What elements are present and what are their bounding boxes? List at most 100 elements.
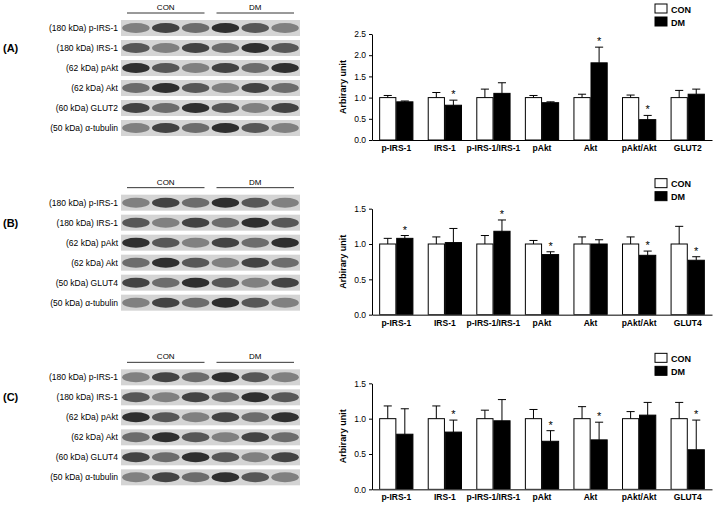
error-bar-part xyxy=(498,82,506,83)
legend-label: DM xyxy=(671,18,685,28)
legend: CONDM xyxy=(655,4,691,28)
bar xyxy=(397,434,413,489)
error-bar xyxy=(498,83,506,94)
error-bar-part xyxy=(550,431,551,442)
error-bar xyxy=(675,226,683,244)
x-tick: p-IRS-1/IRS-1 xyxy=(467,492,521,502)
error-bar-part xyxy=(453,228,454,242)
blot-band xyxy=(122,432,149,442)
y-tick-label: 0.0 xyxy=(354,485,366,495)
blot-strip xyxy=(121,449,300,465)
bar xyxy=(640,415,656,489)
x-tick-label: Akt xyxy=(584,143,598,153)
blot-band xyxy=(122,372,149,382)
blot-band xyxy=(182,392,209,402)
error-bar-part xyxy=(384,238,392,239)
blot-band xyxy=(242,83,269,93)
legend-label: CON xyxy=(671,354,691,364)
panel-label: (C) xyxy=(3,391,19,403)
x-tick: p-IRS-1 xyxy=(381,492,411,502)
y-tick-label: 1.0 xyxy=(354,239,366,249)
blot-band xyxy=(182,472,209,482)
error-bar-part xyxy=(533,409,534,418)
y-tick-mark xyxy=(369,209,372,210)
blot-band xyxy=(212,372,239,382)
bar xyxy=(494,421,510,490)
blot-band xyxy=(212,63,239,73)
error-bar xyxy=(644,251,652,255)
blot-label: (62 kDa) Akt xyxy=(71,83,118,93)
y-tick: 1.0 xyxy=(354,414,372,424)
y-tick: 1.5 xyxy=(354,379,372,389)
y-axis: 0.00.51.01.52.02.5 xyxy=(354,29,372,145)
blot-band xyxy=(152,23,179,33)
error-bar xyxy=(675,402,683,418)
blot-band xyxy=(182,63,209,73)
blot-band xyxy=(271,472,298,482)
legend-swatch xyxy=(655,17,667,26)
blot-band xyxy=(122,258,149,268)
x-tick-label: GLUT2 xyxy=(674,143,702,153)
x-tick: IRS-1 xyxy=(434,318,456,328)
significance-marker: * xyxy=(597,410,602,422)
legend: CONDM xyxy=(655,179,691,203)
blot-group-line xyxy=(217,362,295,363)
error-bar xyxy=(529,240,537,244)
y-tick: 1.5 xyxy=(354,72,372,82)
bar xyxy=(380,244,396,315)
legend: CONDM xyxy=(655,353,691,377)
y-tick-label: 1.5 xyxy=(354,379,366,389)
blot-band xyxy=(242,452,269,462)
bar xyxy=(477,419,493,490)
bar xyxy=(525,98,541,140)
y-tick-label: 0.0 xyxy=(354,135,366,145)
blot-group-line xyxy=(127,362,205,363)
error-bar-part xyxy=(432,92,440,93)
x-tick: pAkt/Akt xyxy=(622,492,657,502)
panel: (A)CONDM(180 kDa) p-IRS-1(180 kDa) IRS-1… xyxy=(3,3,713,153)
error-bar-part xyxy=(481,235,489,236)
error-bar xyxy=(644,115,652,119)
bar xyxy=(688,450,704,490)
error-bar xyxy=(692,420,700,450)
y-tick-mark xyxy=(369,76,372,77)
error-bar-part xyxy=(599,47,600,63)
error-bar-part xyxy=(599,240,600,244)
y-axis-line xyxy=(372,35,373,141)
blot-band xyxy=(152,432,179,442)
blot-band xyxy=(271,412,298,422)
blot-group-line xyxy=(217,187,295,188)
x-tick: IRS-1 xyxy=(434,143,456,153)
error-bar-part xyxy=(696,257,697,261)
y-tick-mark xyxy=(369,98,372,99)
blot-band xyxy=(271,432,298,442)
x-tick-label: pAkt xyxy=(533,143,552,153)
y-axis-line xyxy=(372,209,373,315)
x-tick-label: p-IRS-1 xyxy=(381,318,411,328)
y-tick-mark xyxy=(369,140,372,141)
blot-band xyxy=(242,372,269,382)
error-bar-part xyxy=(692,89,700,90)
blot-band xyxy=(212,258,239,268)
bar xyxy=(494,93,510,140)
error-bar xyxy=(432,237,440,244)
bar xyxy=(623,244,639,315)
y-tick-mark xyxy=(369,315,372,316)
y-tick: 1.5 xyxy=(354,204,372,214)
blot-band xyxy=(212,103,239,113)
error-bar-part xyxy=(501,83,502,94)
bar xyxy=(542,441,558,489)
blot-band xyxy=(271,238,298,248)
bar xyxy=(445,432,461,489)
error-bar-part xyxy=(675,90,683,91)
y-tick-label: 2.5 xyxy=(354,29,366,39)
error-bar xyxy=(627,95,635,98)
blot-label: (180 kDa) IRS-1 xyxy=(57,43,119,53)
blot-label: (62 kDa) Akt xyxy=(71,432,118,442)
y-axis-title: Arbirary unit xyxy=(338,409,348,463)
legend-label: CON xyxy=(671,179,691,189)
error-bar xyxy=(432,406,440,419)
significance-marker: * xyxy=(548,240,553,252)
blot-label: (60 kDa) GLUT4 xyxy=(56,452,119,462)
plot-area xyxy=(380,47,705,140)
